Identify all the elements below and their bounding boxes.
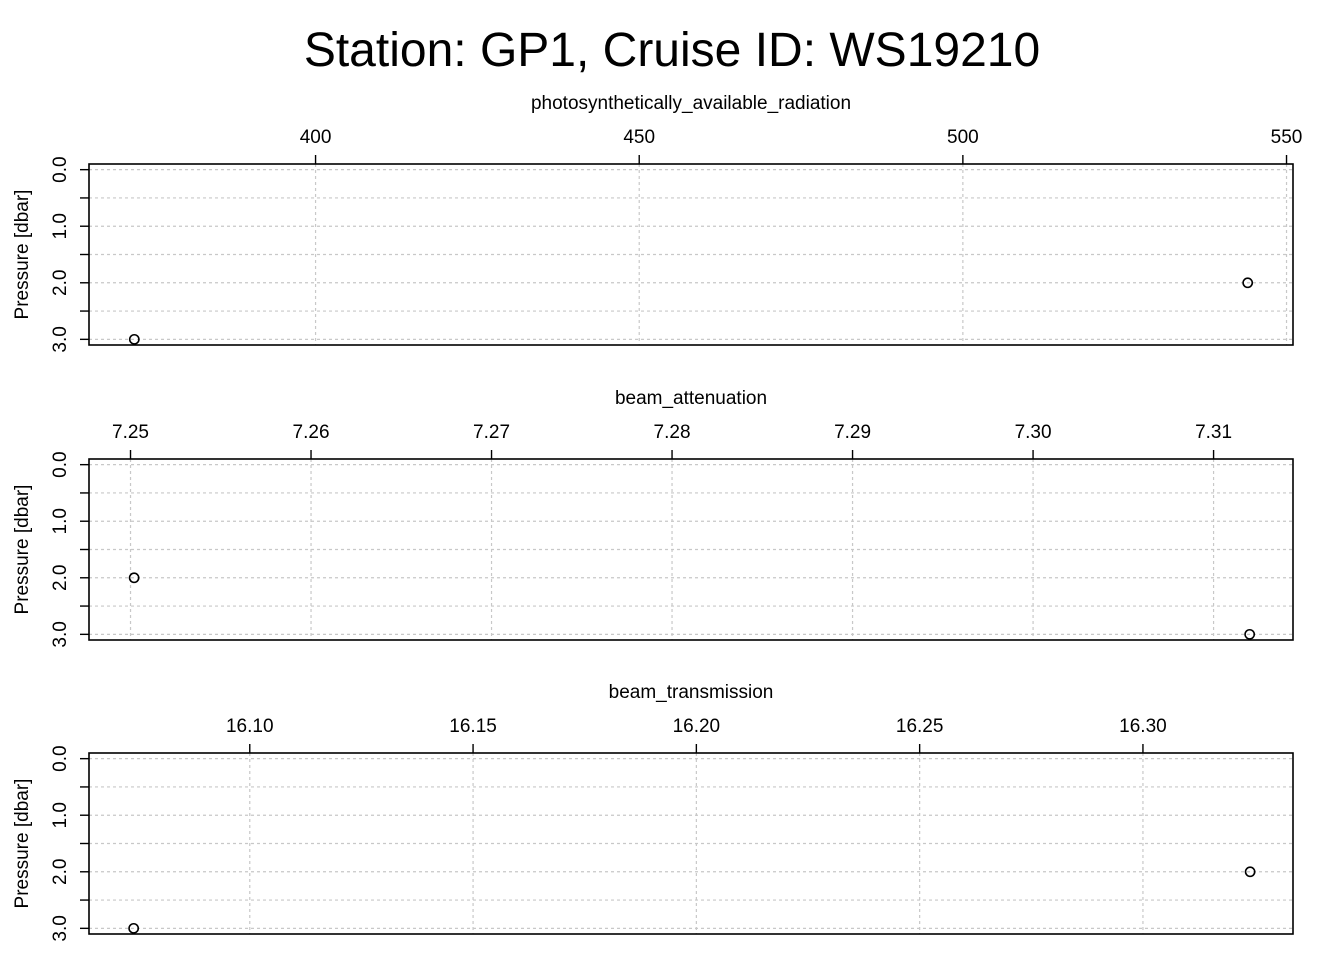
- page-title: Station: GP1, Cruise ID: WS19210: [303, 24, 1041, 77]
- data-point: [128, 572, 140, 584]
- x-tick-label: 16.10: [226, 716, 274, 737]
- y-tick-label: 0.0: [50, 745, 71, 771]
- x-axis-title: photosynthetically_available_radiation: [531, 93, 851, 114]
- y-tick-label: 1.0: [50, 802, 71, 828]
- x-tick-label: 7.30: [1015, 422, 1052, 443]
- x-axis-title: beam_attenuation: [615, 388, 767, 409]
- y-tick-label: 2.0: [50, 565, 71, 591]
- data-point: [1244, 628, 1256, 640]
- x-tick-label: 16.20: [673, 716, 721, 737]
- x-tick-label: 16.30: [1119, 716, 1167, 737]
- y-tick-label: 0.0: [50, 156, 71, 182]
- data-point: [128, 922, 140, 934]
- panel-beam-attenuation: 7.25 7.26 7.27 7.28 7.29 7.30 7.31 beam_attenua…: [12, 388, 1294, 648]
- x-tick-label: 7.25: [112, 422, 149, 443]
- y-tick-label: 1.0: [50, 213, 71, 239]
- panel-par: 400 450 500 550 photosynthetically_available…: [12, 93, 1302, 353]
- x-tick-label: 7.31: [1195, 422, 1232, 443]
- y-tick-label: 3.0: [50, 326, 71, 352]
- x-tick-label: 7.26: [293, 422, 330, 443]
- x-tick-label: 500: [947, 127, 979, 148]
- y-axis-title: Pressure [dbar]: [12, 190, 33, 320]
- x-tick-label: 7.27: [473, 422, 510, 443]
- x-tick-label: 7.29: [834, 422, 871, 443]
- x-tick-label: 450: [623, 127, 655, 148]
- y-tick-label: 1.0: [50, 508, 71, 534]
- y-tick-label: 2.0: [50, 270, 71, 296]
- y-axis-title: Pressure [dbar]: [12, 485, 33, 615]
- y-tick-label: 2.0: [50, 859, 71, 885]
- y-tick-label: 3.0: [50, 915, 71, 941]
- x-tick-label: 550: [1271, 127, 1303, 148]
- panel-beam-transmission: 16.10 16.15 16.20 16.25 16.30 beam_transmissi…: [12, 682, 1294, 942]
- y-tick-label: 3.0: [50, 621, 71, 647]
- data-point: [1242, 277, 1254, 289]
- y-axis-title: Pressure [dbar]: [12, 779, 33, 909]
- data-point: [128, 333, 140, 345]
- x-tick-label: 400: [300, 127, 332, 148]
- x-tick-label: 16.25: [896, 716, 944, 737]
- x-tick-label: 7.28: [654, 422, 691, 443]
- data-point: [1244, 866, 1256, 878]
- x-tick-label: 16.15: [449, 716, 497, 737]
- x-axis-title: beam_transmission: [609, 682, 774, 703]
- y-tick-label: 0.0: [50, 451, 71, 477]
